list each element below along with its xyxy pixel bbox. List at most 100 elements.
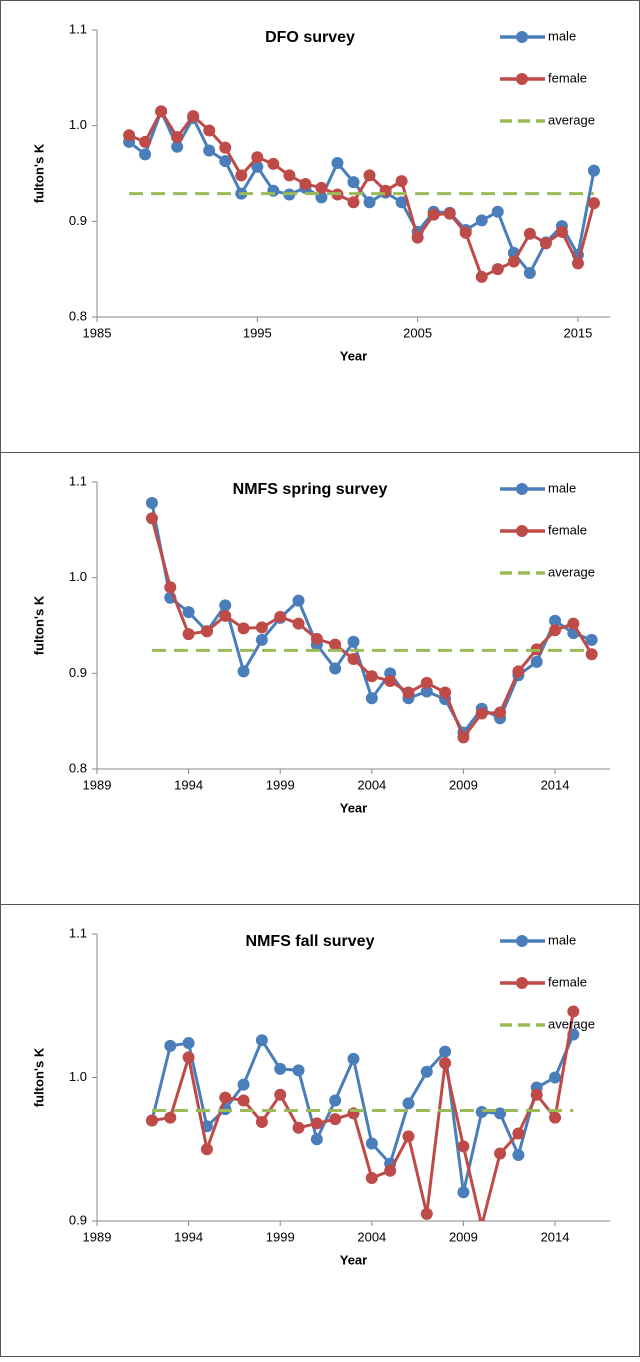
x-tick-label: 2015 [563,325,592,340]
data-point [365,1137,378,1150]
data-point [292,1064,305,1077]
data-point [187,110,200,123]
data-point [585,648,598,661]
y-tick-label: 1.0 [69,569,87,584]
y-tick-label: 1.1 [69,21,87,36]
data-point [200,1143,213,1156]
data-point [427,208,440,221]
data-point [457,1140,470,1153]
data-point [523,227,536,240]
x-axis-label: Year [340,800,367,815]
data-point [310,1117,323,1130]
data-point [585,633,598,646]
data-point [237,622,250,635]
data-point [171,131,184,144]
data-point [549,1071,562,1084]
legend-label: female [548,974,587,989]
data-point [567,617,580,630]
x-tick-label: 1994 [174,1229,203,1244]
x-tick-label: 1995 [243,325,272,340]
data-point [420,676,433,689]
chart-panel: 0.9 1.0 1.1 1989 1994 1999 2004 2009 2014 NMFS fa… [0,904,640,1357]
data-point [512,1127,525,1140]
data-point [203,124,216,137]
data-point [164,581,177,594]
data-point [331,156,344,169]
data-point [219,609,232,622]
data-point [171,140,184,153]
data-point [491,205,504,218]
data-point [347,652,360,665]
data-point [494,706,507,719]
chart-panel: 0.8 0.9 1.0 1.1 1989 1994 1999 2004 2009 2014 NMFS… [0,452,640,905]
data-point [457,731,470,744]
x-axis-label: Year [340,1252,367,1267]
plot-area [145,1005,580,1221]
data-point [182,1051,195,1064]
data-point [555,225,568,238]
data-point [363,196,376,209]
chart-title: DFO survey [265,29,355,46]
data-point [182,1037,195,1050]
data-point [329,662,342,675]
legend-marker [516,525,528,537]
data-point [347,196,360,209]
x-tick-label: 1989 [83,777,112,792]
data-point [219,155,232,168]
chart-panel: 0.8 0.9 1.0 1.1 1985 1995 2005 2015 DFO survey Ye… [0,0,640,453]
data-point [384,1164,397,1177]
x-tick-label: 2014 [541,777,570,792]
data-point [420,685,433,698]
legend-label: male [548,480,576,495]
data-point [475,214,488,227]
legend-marker [516,935,528,947]
x-tick-label: 2004 [357,777,386,792]
plot-area [145,497,598,744]
data-point [329,638,342,651]
data-point [530,1088,543,1101]
x-tick-label: 2014 [541,1229,570,1244]
y-axis-label: fulton's K [31,1047,46,1107]
data-point [299,178,312,191]
data-point [237,665,250,678]
y-tick-label: 0.9 [69,213,87,228]
data-point [395,175,408,188]
data-point [477,1219,486,1221]
y-tick-label: 1.1 [69,473,87,488]
legend-label: female [548,522,587,537]
data-point [475,707,488,720]
plot-area [123,105,600,283]
data-point [274,1088,287,1101]
data-point [329,1094,342,1107]
data-point [439,686,452,699]
legend-marker [516,483,528,495]
data-point [182,606,195,619]
data-point [251,160,264,173]
data-point [475,1105,488,1118]
data-point [237,1078,250,1091]
data-point [283,169,296,182]
data-point [251,151,264,164]
data-point [365,670,378,683]
x-tick-label: 1985 [83,325,112,340]
data-point [347,176,360,189]
data-point [274,1062,287,1075]
data-point [219,599,232,612]
data-point [145,497,158,510]
data-point [267,157,280,170]
data-point [549,1111,562,1124]
y-tick-label: 0.8 [69,760,87,775]
data-point [402,1097,415,1110]
y-tick-label: 1.1 [69,925,87,940]
data-point [411,231,424,244]
x-tick-label: 2009 [449,777,478,792]
data-point [420,1065,433,1078]
legend-label: average [548,112,595,127]
data-point [439,1057,452,1070]
x-tick-label: 2009 [449,1229,478,1244]
x-axis-label: Year [340,348,367,363]
chart-title: NMFS spring survey [233,481,388,498]
data-point [402,1130,415,1143]
data-point [512,665,525,678]
